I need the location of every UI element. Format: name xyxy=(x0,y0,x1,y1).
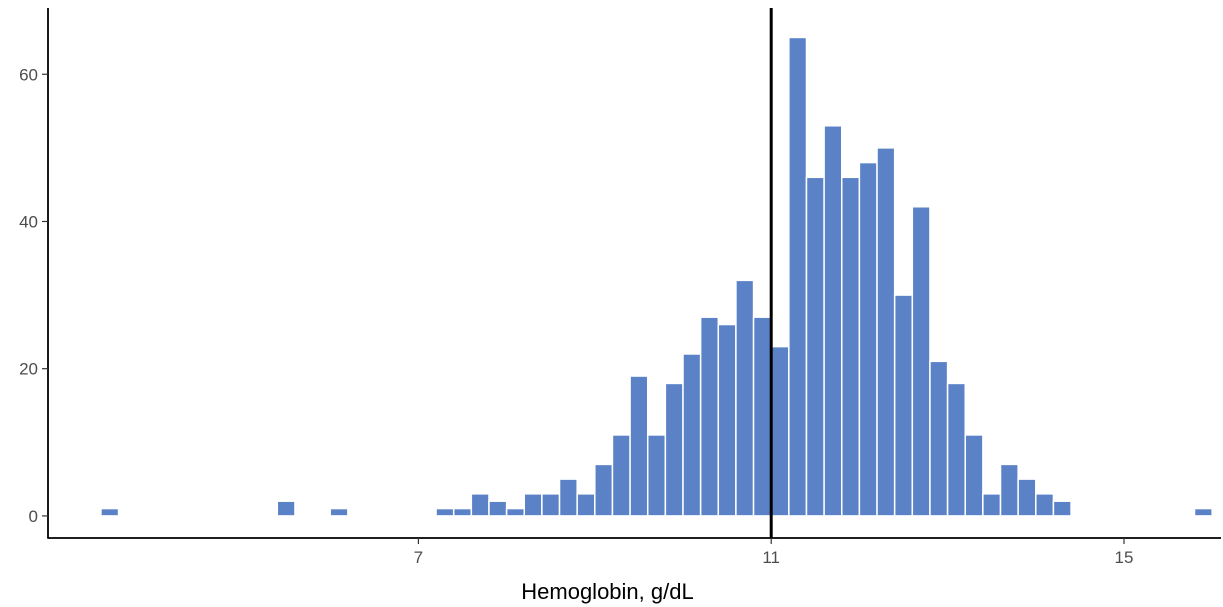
y-tick-label: 20 xyxy=(19,360,38,379)
y-axis-ticks: 0 20 40 60 xyxy=(19,65,48,526)
histogram-bar xyxy=(699,316,720,517)
histogram-bar xyxy=(770,345,790,517)
histogram-bar xyxy=(717,323,737,517)
x-tick-label: 15 xyxy=(1115,548,1134,567)
histogram-bar xyxy=(576,493,596,517)
histogram-bar xyxy=(276,500,296,517)
histogram-bar xyxy=(911,206,931,517)
histogram-bar xyxy=(964,434,984,517)
histogram-bar xyxy=(752,316,772,517)
histogram-bar xyxy=(735,279,755,517)
y-tick-label: 60 xyxy=(19,65,38,84)
histogram-bar xyxy=(488,500,508,517)
histogram-bar xyxy=(452,507,473,517)
histogram-bar xyxy=(594,463,614,517)
histogram-bar xyxy=(646,434,667,517)
histogram-bar xyxy=(682,353,702,517)
x-axis-title: Hemoglobin, g/dL xyxy=(521,579,693,604)
y-tick-label: 0 xyxy=(29,507,38,526)
histogram-bar xyxy=(611,434,631,517)
histogram-bar xyxy=(629,375,649,517)
histogram-bar xyxy=(946,382,966,517)
histogram-bar xyxy=(435,507,455,517)
y-tick-label: 40 xyxy=(19,212,38,231)
histogram-bar xyxy=(664,382,684,517)
histogram-bar xyxy=(523,493,543,517)
x-axis-ticks: 7 11 15 xyxy=(414,538,1134,567)
histogram-bar xyxy=(823,125,843,517)
histogram-bar xyxy=(329,507,349,517)
histogram-bars xyxy=(100,36,1213,517)
histogram-bar xyxy=(858,161,878,517)
histogram-bar xyxy=(982,493,1002,517)
histogram-bar xyxy=(841,176,861,517)
histogram-bar xyxy=(788,36,808,517)
histogram-bar xyxy=(505,507,526,517)
x-tick-label: 7 xyxy=(414,548,423,567)
histogram-bar xyxy=(1017,478,1037,517)
histogram-bar xyxy=(893,294,914,517)
histogram-bar xyxy=(999,463,1019,517)
histogram-bar xyxy=(100,507,120,517)
histogram-bar xyxy=(1193,507,1213,517)
histogram-bar xyxy=(876,147,896,517)
axes xyxy=(47,8,1221,539)
histogram-bar xyxy=(470,493,490,517)
histogram-bar xyxy=(1052,500,1072,517)
x-tick-label: 11 xyxy=(762,548,780,567)
histogram-bar xyxy=(805,176,825,517)
histogram-bar xyxy=(1035,493,1055,517)
histogram-bar xyxy=(541,493,561,517)
histogram-bar xyxy=(558,478,578,517)
histogram-bar xyxy=(929,360,949,517)
